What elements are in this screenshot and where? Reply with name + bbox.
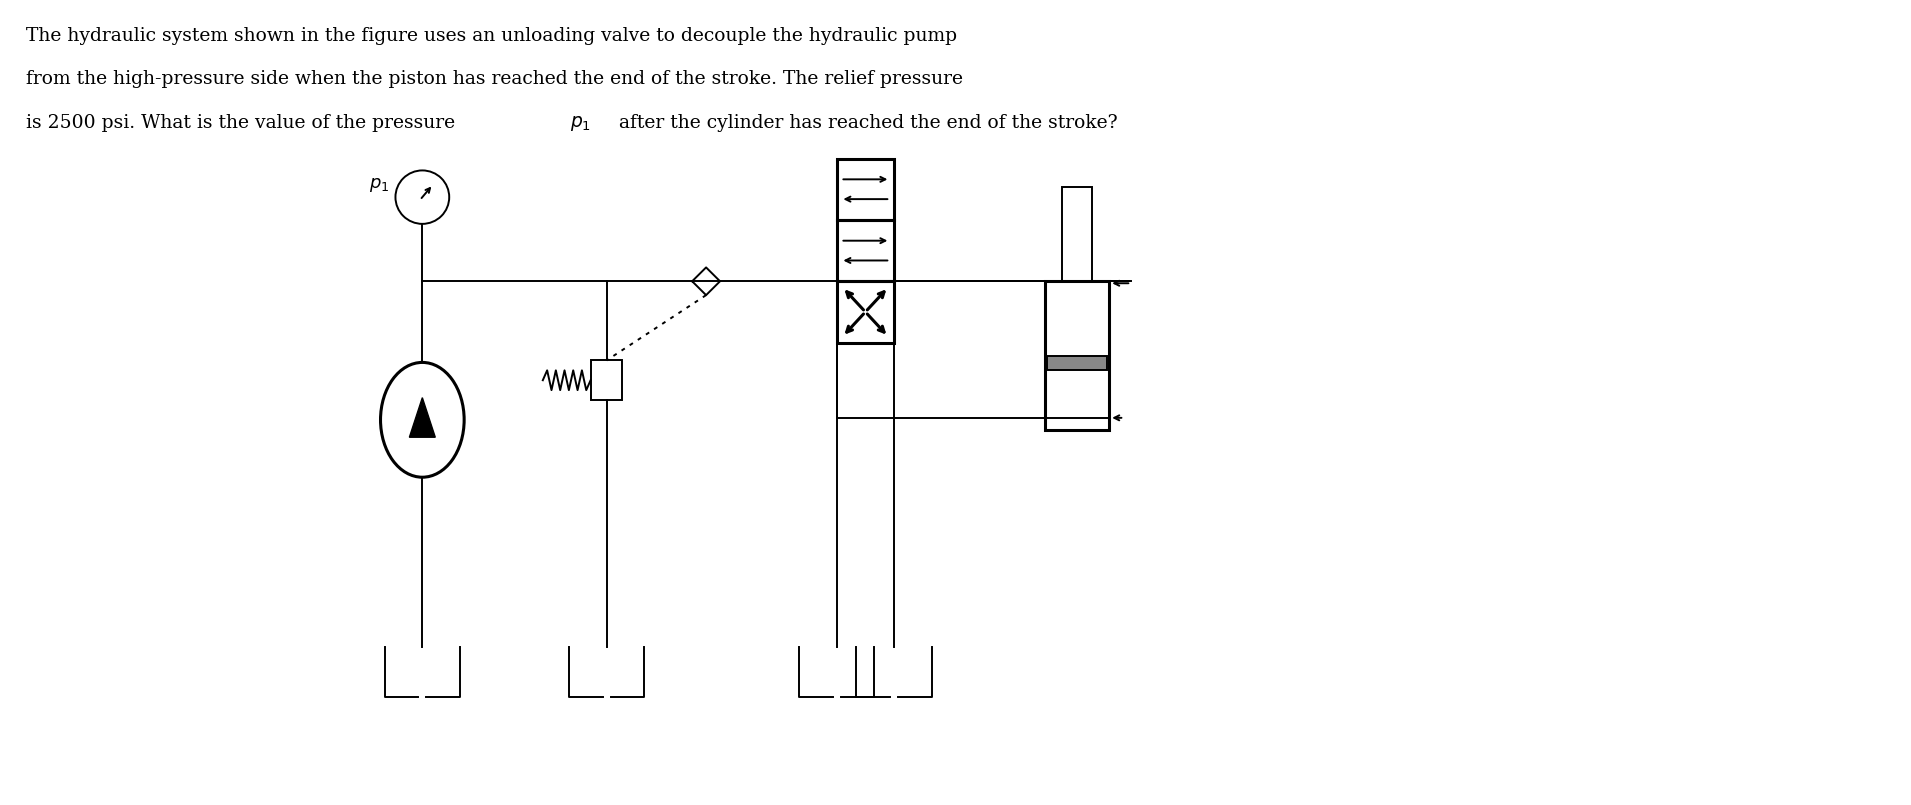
Text: The hydraulic system shown in the figure uses an unloading valve to decouple the: The hydraulic system shown in the figure…: [27, 27, 957, 45]
Bar: [1061, 188, 1093, 281]
Bar: [837, 281, 894, 343]
Bar: [590, 361, 623, 400]
Bar: [837, 159, 894, 220]
Polygon shape: [409, 398, 436, 437]
Text: $p_1$: $p_1$: [569, 114, 590, 133]
Text: from the high-pressure side when the piston has reached the end of the stroke. T: from the high-pressure side when the pis…: [27, 71, 963, 89]
Bar: [1045, 281, 1108, 430]
Bar: [837, 220, 894, 281]
Text: after the cylinder has reached the end of the stroke?: after the cylinder has reached the end o…: [613, 114, 1118, 132]
Text: $p_1$: $p_1$: [369, 176, 390, 194]
Bar: [1047, 356, 1106, 369]
Text: is 2500 psi. What is the value of the pressure: is 2500 psi. What is the value of the pr…: [27, 114, 461, 132]
